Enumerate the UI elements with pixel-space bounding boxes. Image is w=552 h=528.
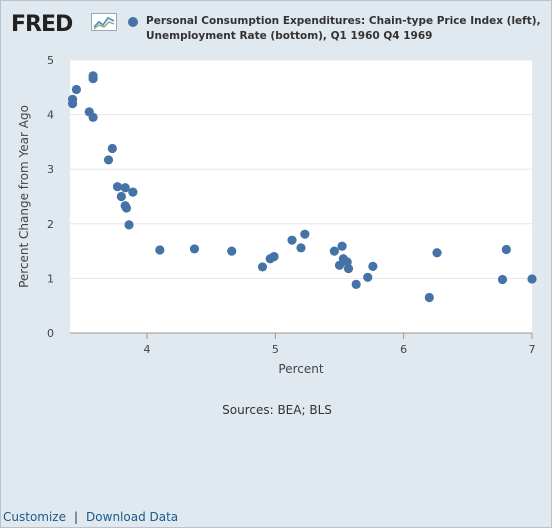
y-tick-label: 3: [47, 163, 54, 176]
data-point[interactable]: [88, 112, 98, 122]
data-point[interactable]: [432, 248, 442, 258]
data-point[interactable]: [257, 262, 268, 272]
y-tick-label: 0: [47, 327, 54, 340]
data-point[interactable]: [527, 274, 537, 284]
data-point[interactable]: [329, 246, 339, 256]
data-point[interactable]: [189, 244, 200, 254]
y-tick-label: 1: [47, 272, 54, 285]
data-point[interactable]: [71, 84, 82, 95]
chart-header: FRED Personal Consumption Expenditures: …: [11, 9, 546, 49]
legend-marker: [128, 17, 138, 27]
data-point[interactable]: [120, 183, 130, 193]
data-point[interactable]: [124, 220, 134, 230]
y-axis-label: Percent Change from Year Ago: [17, 105, 31, 288]
data-point[interactable]: [337, 241, 347, 251]
data-point[interactable]: [121, 203, 132, 213]
data-point[interactable]: [112, 182, 123, 192]
data-point[interactable]: [497, 274, 508, 285]
data-point[interactable]: [88, 71, 98, 81]
footer-links: Customize | Download Data: [3, 510, 178, 524]
data-point[interactable]: [269, 251, 279, 262]
data-point[interactable]: [296, 243, 306, 253]
y-tick-label: 4: [47, 109, 54, 122]
data-point[interactable]: [116, 191, 126, 202]
y-tick-label: 2: [47, 218, 54, 231]
link-separator: |: [74, 510, 79, 524]
data-point[interactable]: [368, 261, 378, 271]
data-point[interactable]: [103, 155, 114, 165]
data-point[interactable]: [501, 244, 511, 255]
y-tick-label: 5: [47, 54, 54, 67]
x-tick-label: 4: [144, 343, 151, 356]
data-point[interactable]: [351, 279, 361, 290]
data-point[interactable]: [155, 245, 165, 255]
data-point[interactable]: [227, 246, 237, 256]
data-point[interactable]: [287, 235, 297, 245]
legend-label: Personal Consumption Expenditures: Chain…: [146, 15, 541, 42]
source-note: Sources: BEA; BLS: [222, 403, 332, 417]
scatter-chart: 0 1 2 3 4 5 4 5 6 7 Percent Percent Change from Yea…: [17, 54, 537, 376]
x-axis-label: Percent: [278, 362, 323, 376]
data-point[interactable]: [424, 292, 434, 303]
x-tick-label: 7: [529, 343, 536, 356]
x-tick-label: 5: [272, 343, 279, 356]
data-point[interactable]: [363, 272, 373, 282]
graph-logo-icon: [91, 13, 117, 31]
download-data-link[interactable]: Download Data: [86, 510, 179, 524]
data-point[interactable]: [343, 263, 354, 274]
data-point[interactable]: [67, 99, 78, 109]
data-point[interactable]: [300, 229, 310, 239]
data-point[interactable]: [128, 187, 138, 197]
plot-area: [70, 60, 532, 333]
fred-logo[interactable]: FRED: [11, 12, 73, 37]
x-tick-label: 6: [400, 343, 407, 356]
customize-link[interactable]: Customize: [3, 510, 66, 524]
data-point[interactable]: [107, 143, 117, 154]
